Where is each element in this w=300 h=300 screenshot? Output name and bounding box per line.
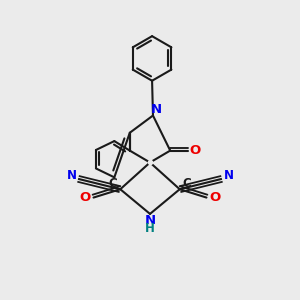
Text: O: O <box>209 191 220 204</box>
Text: H: H <box>145 222 155 235</box>
Text: O: O <box>80 191 91 204</box>
Text: N: N <box>151 103 162 116</box>
Text: C: C <box>183 177 191 190</box>
Text: C: C <box>109 177 117 190</box>
Text: N: N <box>144 214 156 227</box>
Text: N: N <box>67 169 76 182</box>
Text: N: N <box>224 169 233 182</box>
Text: O: O <box>190 144 201 157</box>
